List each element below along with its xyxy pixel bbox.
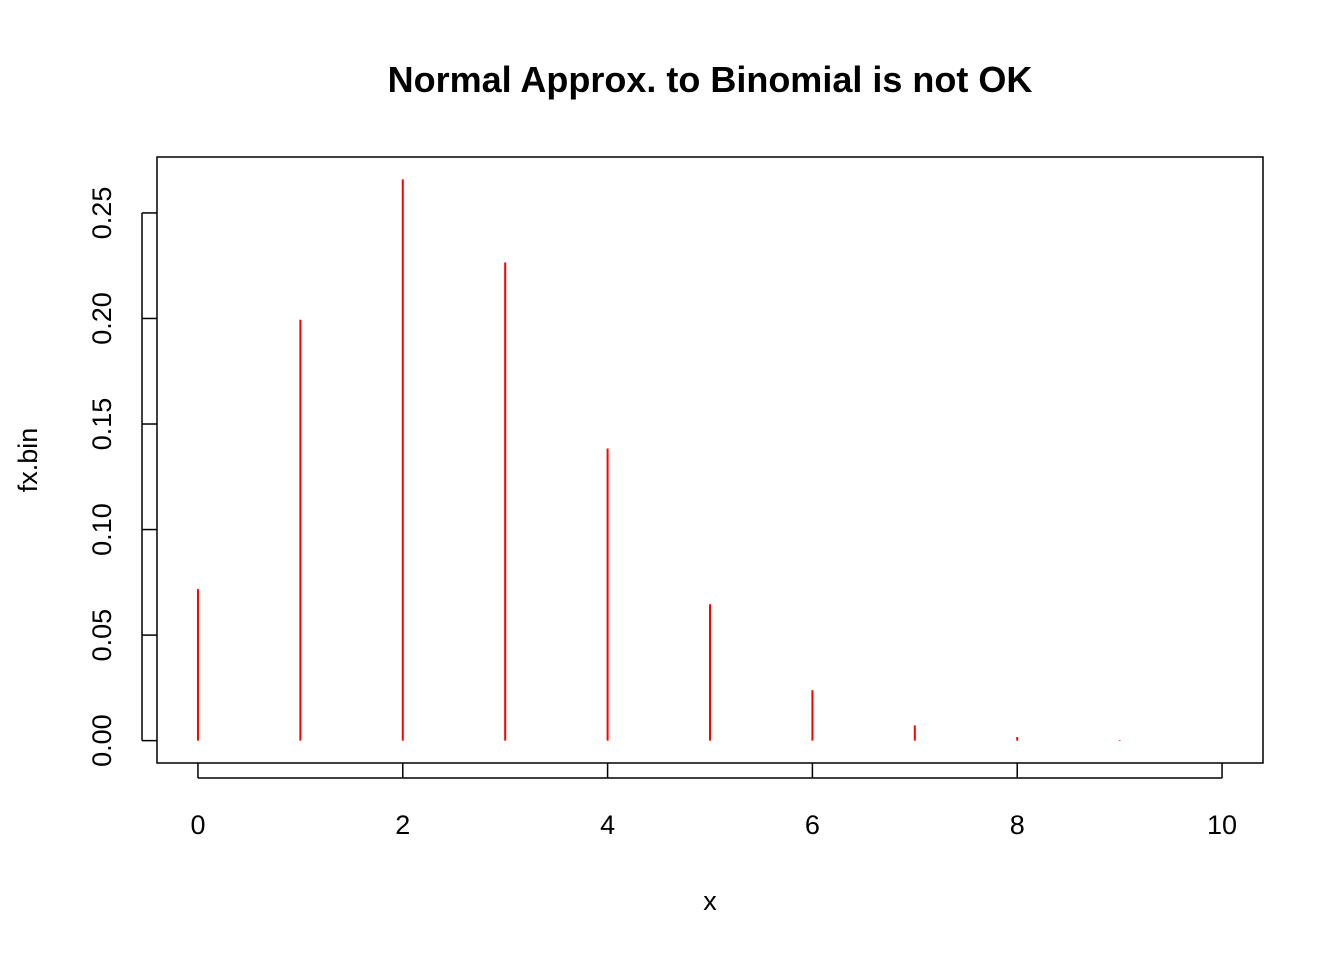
x-tick-label: 0 — [190, 810, 205, 840]
y-tick-label: 0.20 — [87, 292, 117, 345]
x-tick-label: 10 — [1207, 810, 1237, 840]
chart-title: Normal Approx. to Binomial is not OK — [388, 59, 1033, 100]
y-tick-label: 0.25 — [87, 187, 117, 240]
y-axis: 0.00 0.05 0.10 0.15 0.20 0.25 — [87, 187, 157, 767]
x-tick-label: 2 — [395, 810, 410, 840]
x-axis-label: x — [703, 886, 717, 916]
x-tick-label: 8 — [1010, 810, 1025, 840]
y-tick-label: 0.15 — [87, 398, 117, 451]
y-tick-label: 0.05 — [87, 609, 117, 662]
x-tick-label: 4 — [600, 810, 615, 840]
x-tick-label: 6 — [805, 810, 820, 840]
plot-frame — [156, 156, 1264, 764]
y-tick-label: 0.00 — [87, 714, 117, 767]
y-tick-label: 0.10 — [87, 503, 117, 556]
x-axis: 0 2 4 6 8 10 — [190, 763, 1237, 840]
y-axis-label: fx.bin — [13, 428, 43, 493]
series-fx-bin — [196, 179, 1121, 741]
